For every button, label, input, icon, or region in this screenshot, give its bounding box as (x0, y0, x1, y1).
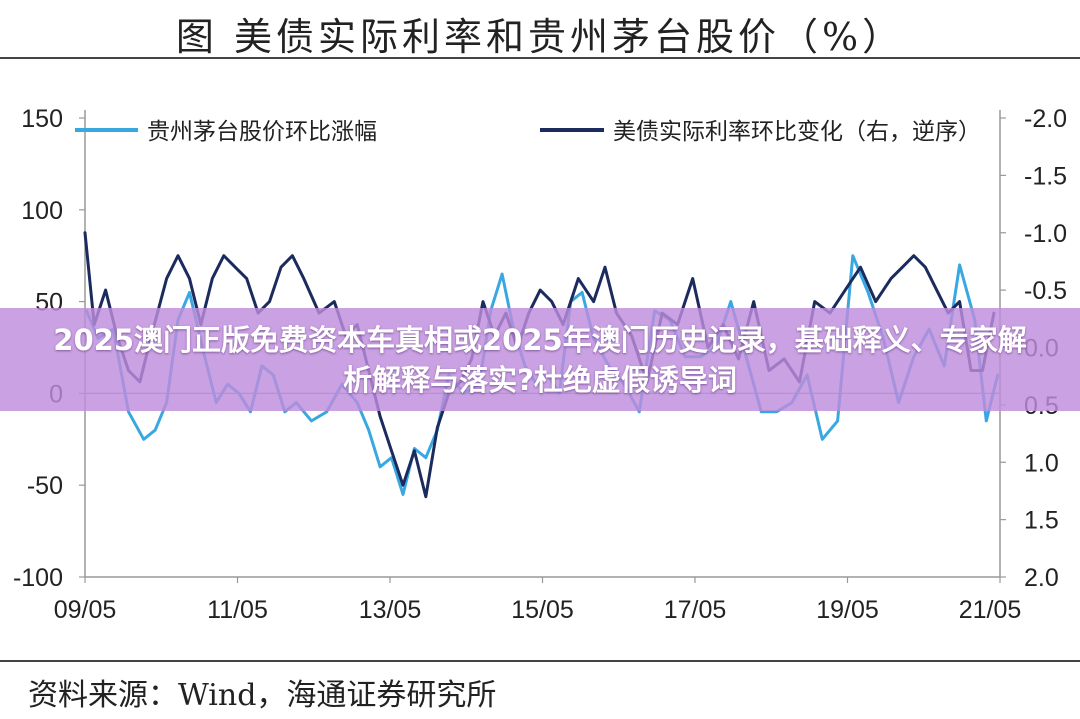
left-tick-label: -50 (27, 472, 63, 500)
line-chart: 150100500-50-100-2.0-1.5-1.0-0.50.00.51.… (13, 105, 1067, 624)
source-rule (0, 660, 1080, 662)
right-tick-label: -1.0 (1024, 220, 1067, 248)
chart-ticks: 150100500-50-100-2.0-1.5-1.0-0.50.00.51.… (13, 105, 1067, 624)
x-tick-label: 13/05 (359, 596, 422, 624)
x-tick-label: 19/05 (816, 596, 879, 624)
title-rule (0, 57, 1080, 59)
left-tick-label: 100 (21, 197, 63, 225)
x-tick-label: 21/05 (959, 596, 1022, 624)
x-tick-label: 09/05 (54, 596, 117, 624)
chart-legend: 贵州茅台股价环比涨幅 美债实际利率环比变化（右，逆序） (75, 119, 981, 145)
right-tick-label: -2.0 (1024, 105, 1067, 133)
left-tick-label: -100 (13, 564, 63, 592)
overlay-banner: 2025澳门正版免费资本车真相或2025年澳门历史记录，基础释义、专家解析解释与… (0, 308, 1080, 411)
source-note: 资料来源：Wind，海通证券研究所 (28, 678, 497, 713)
right-tick-label: 2.0 (1024, 564, 1059, 592)
left-tick-label: 150 (21, 105, 63, 133)
x-tick-label: 15/05 (511, 596, 574, 624)
right-tick-label: -1.5 (1024, 162, 1067, 190)
legend-label-moutai: 贵州茅台股价环比涨幅 (147, 119, 377, 145)
x-tick-label: 11/05 (207, 596, 268, 624)
right-tick-label: 1.0 (1024, 449, 1059, 477)
overlay-banner-text: 2025澳门正版免费资本车真相或2025年澳门历史记录，基础释义、专家解析解释与… (53, 322, 1027, 397)
right-tick-label: 1.5 (1024, 507, 1059, 535)
right-tick-label: -0.5 (1024, 277, 1067, 305)
legend-label-real-rate: 美债实际利率环比变化（右，逆序） (613, 119, 981, 145)
figure-title: 图 美债实际利率和贵州茅台股价（%） (175, 15, 905, 59)
x-tick-label: 17/05 (664, 596, 727, 624)
